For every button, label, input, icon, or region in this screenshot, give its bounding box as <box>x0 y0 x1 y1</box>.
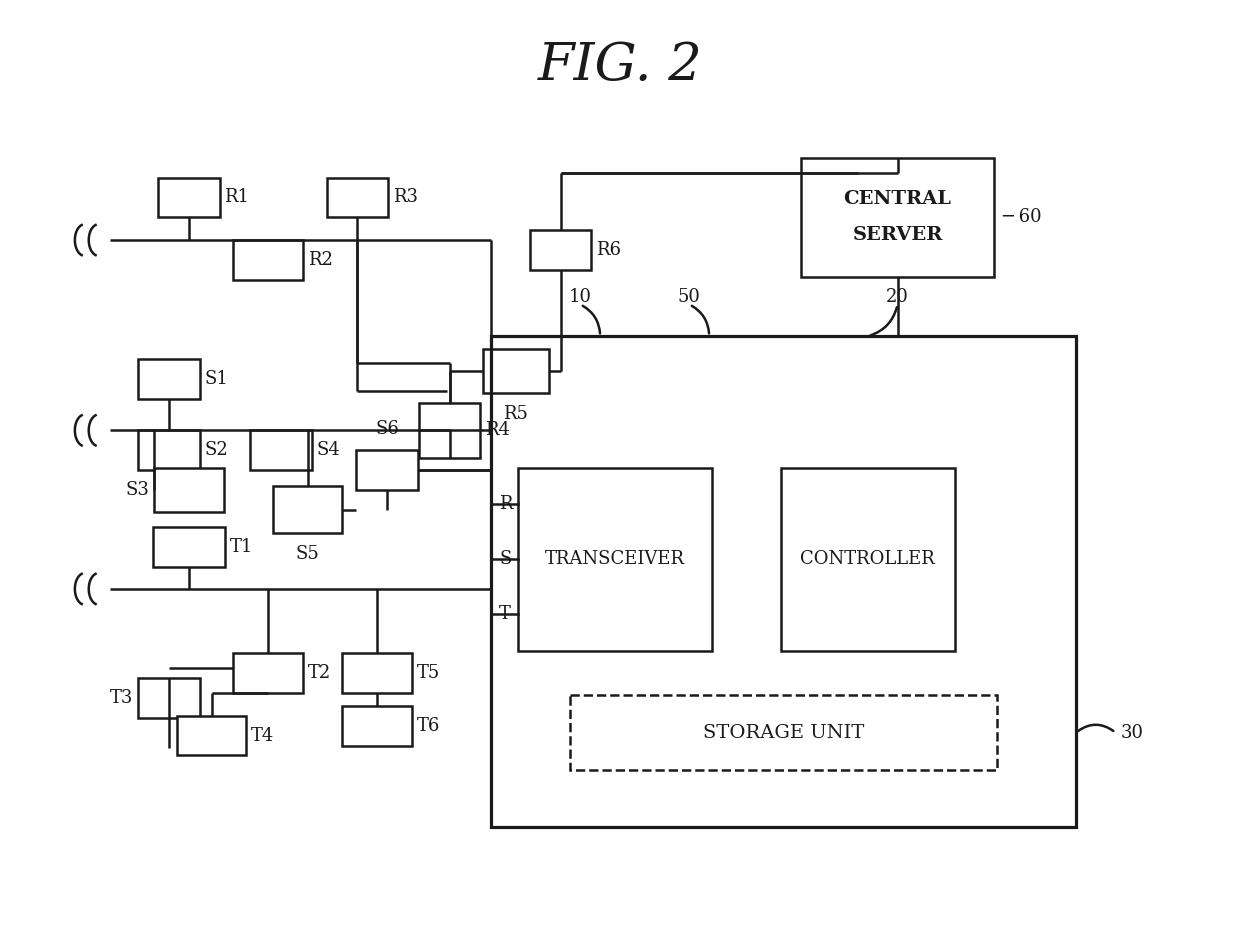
Bar <box>273 486 342 534</box>
Bar <box>529 231 591 270</box>
Text: S: S <box>498 550 511 568</box>
Text: R2: R2 <box>308 251 332 269</box>
Text: R: R <box>498 495 512 513</box>
Text: T4: T4 <box>252 726 274 744</box>
Bar <box>154 528 224 567</box>
Text: ─ 60: ─ 60 <box>1002 208 1042 226</box>
Text: 50: 50 <box>678 288 701 306</box>
Bar <box>342 653 412 693</box>
Bar <box>482 348 549 393</box>
Text: T: T <box>498 605 511 623</box>
Text: T5: T5 <box>417 664 440 682</box>
Bar <box>326 178 388 217</box>
Text: 20: 20 <box>887 288 909 306</box>
Bar <box>159 178 219 217</box>
Bar <box>154 468 223 512</box>
Bar <box>570 695 997 770</box>
Text: S5: S5 <box>296 546 320 564</box>
Text: T6: T6 <box>417 717 440 735</box>
Text: R3: R3 <box>393 188 418 206</box>
Text: CONTROLLER: CONTROLLER <box>800 550 935 568</box>
Text: SERVER: SERVER <box>852 226 942 244</box>
Text: 10: 10 <box>569 288 591 306</box>
Bar <box>177 716 247 756</box>
Bar <box>139 359 200 399</box>
Text: CENTRAL: CENTRAL <box>843 190 951 208</box>
Text: R1: R1 <box>224 188 249 206</box>
Bar <box>781 468 955 651</box>
Text: T2: T2 <box>308 664 331 682</box>
Text: S2: S2 <box>205 441 228 459</box>
Text: R5: R5 <box>503 405 528 423</box>
Text: R6: R6 <box>596 241 621 259</box>
Bar <box>139 678 200 718</box>
Text: R4: R4 <box>485 422 510 439</box>
Bar <box>342 706 412 745</box>
Text: 30: 30 <box>1121 724 1143 742</box>
Bar <box>233 240 303 279</box>
Bar <box>233 653 303 693</box>
Text: S1: S1 <box>205 370 228 388</box>
Text: TRANSCEIVER: TRANSCEIVER <box>546 550 684 568</box>
Text: S4: S4 <box>316 441 341 459</box>
Text: T3: T3 <box>110 689 134 707</box>
Text: S3: S3 <box>125 481 149 499</box>
Text: FIG. 2: FIG. 2 <box>538 40 702 91</box>
Bar <box>518 468 712 651</box>
Text: STORAGE UNIT: STORAGE UNIT <box>703 724 864 742</box>
Text: T1: T1 <box>229 538 253 556</box>
Bar <box>139 430 200 470</box>
Bar <box>250 430 311 470</box>
Text: S6: S6 <box>376 421 399 439</box>
Bar <box>491 336 1076 827</box>
Bar <box>801 158 994 277</box>
Bar <box>419 403 480 457</box>
Bar <box>356 450 418 490</box>
